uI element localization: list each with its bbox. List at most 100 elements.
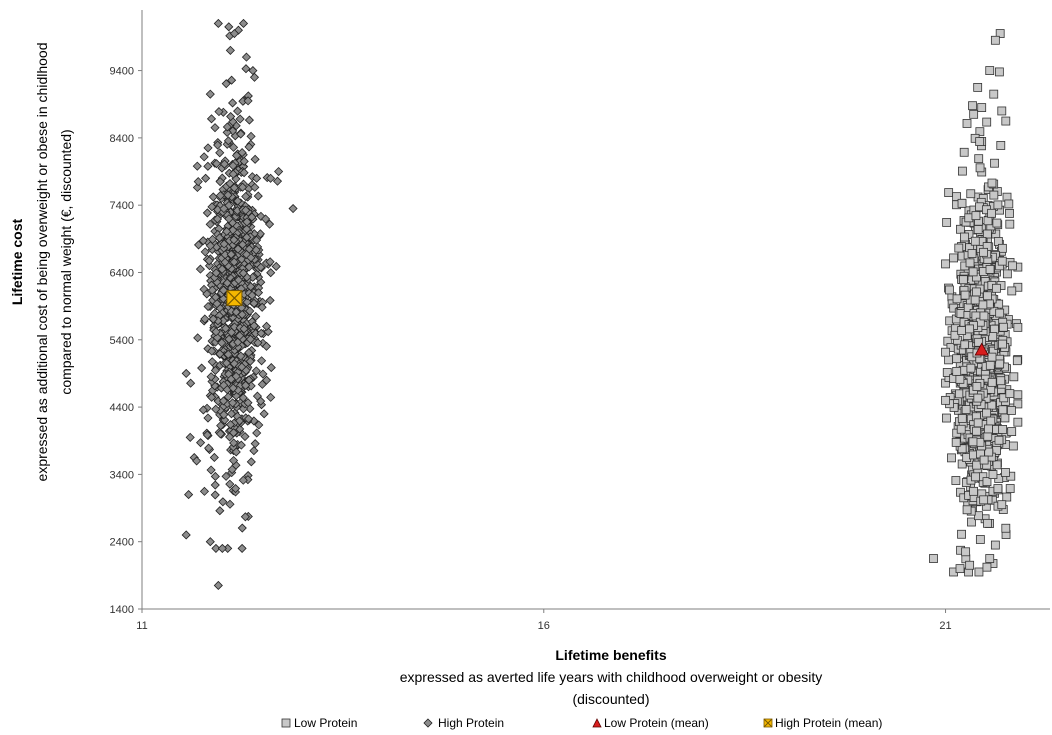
high-protein-point: [208, 314, 218, 324]
y-tick-label: 7400: [110, 200, 134, 212]
legend-item-low-protein: Low Protein: [281, 716, 357, 730]
low-protein-point: [997, 500, 1007, 510]
high-protein-point: [225, 178, 235, 189]
high-protein-point: [221, 323, 231, 334]
high-protein-point: [200, 314, 210, 324]
high-protein-point: [222, 278, 232, 288]
high-protein-point: [252, 428, 262, 438]
high-protein-point: [243, 398, 253, 408]
high-protein-point: [198, 236, 208, 246]
low-protein-point: [983, 216, 993, 226]
high-protein-point: [249, 298, 259, 308]
high-protein-point: [220, 415, 230, 425]
x-tick-label: 16: [538, 620, 550, 632]
low-protein-point: [967, 517, 976, 527]
low-protein-point: [942, 218, 952, 227]
high-protein-point: [272, 176, 283, 186]
low-protein-point: [985, 360, 995, 370]
low-protein-point: [1008, 441, 1018, 451]
high-protein-point: [228, 161, 238, 171]
high-protein-point: [233, 275, 244, 285]
high-protein-point: [249, 446, 259, 456]
high-protein-point: [204, 443, 214, 453]
high-protein-point: [207, 285, 217, 295]
high-protein-point: [266, 268, 276, 278]
high-protein-point: [265, 295, 275, 306]
high-protein-point: [229, 183, 239, 193]
high-protein-point: [200, 247, 210, 257]
high-protein-point: [208, 192, 218, 202]
low-protein-point: [975, 163, 985, 173]
low-protein-point: [997, 243, 1007, 253]
low-protein-point: [994, 299, 1004, 309]
low-protein-point: [1008, 261, 1017, 271]
low-protein-point: [998, 405, 1008, 415]
low-protein-point: [957, 414, 967, 423]
low-protein-point: [955, 564, 965, 574]
high-protein-point: [245, 404, 255, 414]
low-protein-point: [982, 117, 992, 127]
low-protein-point: [982, 408, 992, 418]
low-protein-point: [961, 405, 971, 414]
low-protein-point: [965, 560, 975, 570]
high-protein-point: [207, 392, 217, 402]
low-protein-point: [989, 190, 999, 200]
high-protein-point: [244, 262, 254, 272]
series-low-protein: [929, 29, 1023, 577]
low-protein-point: [1005, 484, 1015, 493]
low-protein-point: [1007, 286, 1017, 296]
high-protein-point: [251, 311, 261, 322]
low-protein-point: [1005, 389, 1015, 399]
low-protein-point: [969, 486, 978, 496]
high-protein-point: [202, 430, 212, 440]
y-tick-label: 9400: [110, 66, 134, 78]
legend-label: Low Protein (mean): [604, 716, 709, 730]
low-protein-point: [986, 416, 996, 426]
high-protein-point: [210, 480, 220, 490]
high-protein-point: [240, 512, 250, 522]
low-protein-point: [997, 256, 1007, 266]
high-protein-point: [241, 380, 251, 390]
high-protein-point: [226, 111, 236, 122]
high-protein-point: [243, 414, 254, 424]
legend-label: High Protein (mean): [775, 716, 882, 730]
low-protein-point: [955, 374, 965, 384]
low-protein-point: [958, 275, 968, 285]
high-protein-point: [250, 154, 260, 164]
low-protein-point: [1001, 116, 1011, 126]
high-protein-point: [259, 409, 269, 419]
low-protein-point: [955, 389, 965, 399]
high-protein-point: [245, 334, 255, 344]
high-protein-point: [254, 420, 264, 430]
low-protein-point: [1001, 468, 1010, 477]
high-protein-point: [206, 465, 216, 475]
y-axis-title: Lifetime cost: [9, 218, 25, 305]
y-tick-label: 5400: [110, 335, 134, 347]
legend: Low Protein High Protein Low Protein (me…: [281, 716, 882, 730]
low-protein-point: [956, 424, 966, 434]
high-protein-point: [239, 324, 249, 334]
high-protein-point: [274, 166, 284, 177]
low-protein-point: [972, 287, 981, 297]
high-protein-point: [271, 261, 281, 272]
high-protein-point: [211, 543, 221, 553]
high-protein-point: [226, 327, 237, 337]
high-protein-point: [211, 159, 222, 169]
y-tick-label: 4400: [110, 402, 134, 414]
low-protein-point: [978, 300, 988, 310]
low-protein-point: [956, 224, 965, 234]
high-protein-point: [227, 75, 237, 85]
low-protein-point: [962, 119, 972, 128]
high-protein-point: [215, 233, 225, 243]
high-protein-point: [198, 405, 208, 415]
high-protein-point: [211, 268, 221, 278]
high-protein-point: [228, 398, 238, 408]
low-protein-point: [977, 103, 987, 112]
low-protein-point: [998, 339, 1007, 349]
high-protein-point: [193, 333, 203, 343]
high-protein-point: [211, 292, 221, 302]
low-protein-point: [995, 29, 1005, 38]
high-protein-point: [192, 182, 202, 193]
low-protein-point: [968, 437, 978, 447]
